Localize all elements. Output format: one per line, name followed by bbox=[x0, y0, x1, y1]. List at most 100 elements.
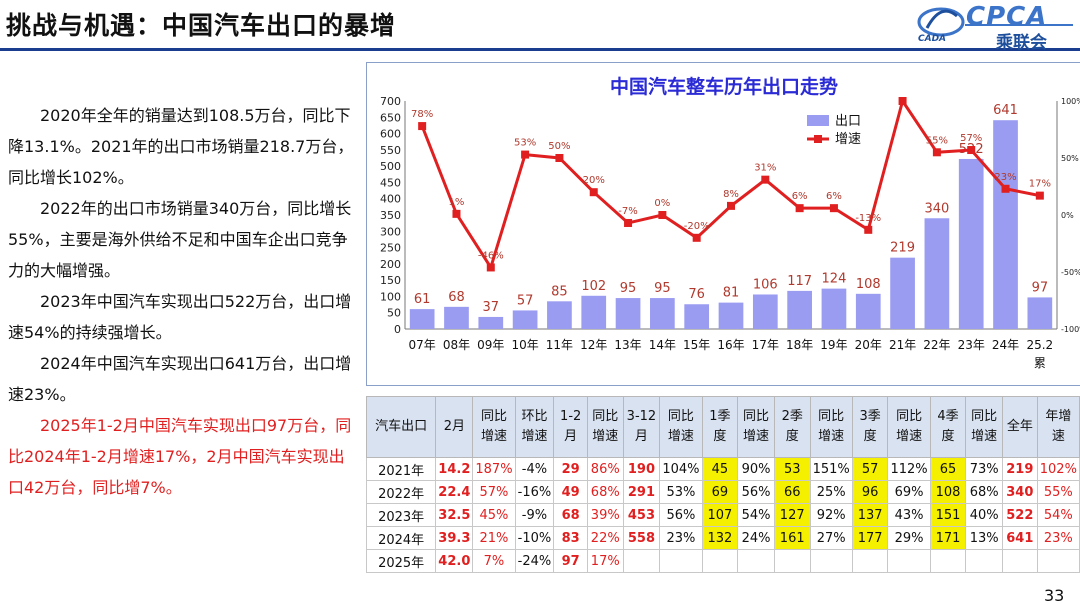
bar bbox=[718, 302, 744, 329]
bar-data-label: 97 bbox=[1032, 280, 1049, 295]
table-cell: 69% bbox=[887, 480, 931, 504]
growth-data-label: 55% bbox=[926, 135, 948, 146]
growth-point bbox=[521, 150, 530, 159]
bar bbox=[855, 293, 881, 329]
table-cell: 219 bbox=[1001, 457, 1038, 481]
table-cell: 24% bbox=[737, 526, 775, 550]
summary-text: 2020年全年的销量达到108.5万台，同比下降13.1%。2021年的出口市场… bbox=[8, 100, 354, 503]
x-tick-label: 16年 bbox=[717, 338, 744, 352]
x-tick-label: 25.2 bbox=[1026, 338, 1053, 352]
logo-brand: CPCA bbox=[966, 2, 1048, 32]
table-cell bbox=[851, 549, 889, 573]
export-table: 汽车出口 2月 同比增速 环比增速 1-2月 同比增速 3-12月 同比增速 1季度 同比增速 2季… bbox=[365, 396, 1080, 573]
table-cell: 53 bbox=[773, 457, 811, 481]
growth-data-label: 1% bbox=[449, 197, 465, 208]
bar bbox=[787, 290, 812, 329]
y-left-tick-label: 100 bbox=[380, 290, 401, 303]
y-left-tick-label: 250 bbox=[380, 242, 401, 255]
bar-data-label: 61 bbox=[414, 292, 431, 307]
y-left-tick-label: 450 bbox=[380, 176, 401, 189]
bar bbox=[444, 306, 469, 329]
table-cell bbox=[701, 549, 739, 573]
growth-data-label: -20% bbox=[684, 221, 710, 232]
summary-paragraph-2023: 2023年中国汽车实现出口522万台，出口增速54%的持续强增长。 bbox=[8, 292, 352, 342]
table-cell: 132 bbox=[701, 526, 739, 550]
table-cell: 190 bbox=[622, 457, 661, 481]
bar-data-label: 95 bbox=[654, 281, 671, 296]
table-row: 2022年 22.4 57% -16% 49 68% 291 53% 69 56% 66 25% 96 6… bbox=[365, 480, 1080, 504]
bar bbox=[924, 218, 950, 329]
bar-data-label: 57 bbox=[517, 293, 534, 308]
table-cell bbox=[887, 549, 931, 573]
table-cell: 69 bbox=[701, 480, 739, 504]
bar-data-label: 219 bbox=[890, 241, 915, 256]
table-header-cell: 同比增速 bbox=[809, 396, 853, 458]
table-row: 2025年 42.0 7% -24% 97 17% bbox=[365, 549, 1080, 573]
table-cell: 45% bbox=[472, 503, 516, 527]
summary-paragraph-2020: 2020年全年的销量达到108.5万台，同比下降13.1%。2021年的出口市场… bbox=[8, 106, 354, 187]
growth-point bbox=[761, 175, 770, 184]
table-cell: 66 bbox=[773, 480, 811, 504]
y-right-tick-label: 100% bbox=[1061, 97, 1080, 106]
growth-data-label: -13% bbox=[855, 213, 881, 224]
bar-data-label: 68 bbox=[448, 290, 465, 305]
legend-label-export: 出口 bbox=[835, 114, 861, 129]
table-header-cell: 4季度 bbox=[929, 396, 967, 458]
table-cell: 171 bbox=[929, 526, 967, 550]
growth-point bbox=[624, 218, 633, 227]
table-cell: 2025年 bbox=[365, 549, 437, 573]
bar bbox=[752, 294, 778, 329]
bar bbox=[1027, 297, 1053, 329]
table-cell: 57% bbox=[472, 480, 516, 504]
bar bbox=[409, 309, 435, 329]
growth-data-label: 57% bbox=[960, 133, 982, 144]
table-row: 2023年 32.5 45% -9% 68 39% 453 56% 107 54% 127 92% 13… bbox=[365, 503, 1080, 527]
x-tick-label: 11年 bbox=[546, 338, 573, 352]
table-cell: 23% bbox=[1036, 526, 1080, 550]
table-cell: 17% bbox=[586, 549, 624, 573]
export-chart-svg: 中国汽车整车历年出口走势 0 50 100 150 200 250 300 350 400 450 5… bbox=[380, 75, 1080, 370]
y-left-tick-label: 700 bbox=[380, 95, 401, 108]
table-cell: 96 bbox=[851, 480, 889, 504]
table-cell bbox=[773, 549, 811, 573]
table-cell: 55% bbox=[1036, 480, 1080, 504]
table-cell bbox=[965, 549, 1003, 573]
cpca-logo-icon bbox=[917, 7, 1073, 37]
table-header-row: 汽车出口 2月 同比增速 环比增速 1-2月 同比增速 3-12月 同比增速 1季度 同比增速 2季… bbox=[365, 396, 1080, 458]
y-left-tick-label: 600 bbox=[380, 128, 401, 141]
growth-data-label: -46% bbox=[478, 250, 504, 261]
table-header-cell: 年增速 bbox=[1036, 396, 1080, 458]
bar-data-label: 81 bbox=[723, 286, 740, 301]
y-left-tick-label: 200 bbox=[380, 258, 401, 271]
table-cell bbox=[1036, 549, 1080, 573]
table-cell: 23% bbox=[659, 526, 703, 550]
bar-data-label: 641 bbox=[993, 103, 1018, 118]
table-cell: -4% bbox=[514, 457, 555, 481]
growth-point bbox=[1035, 191, 1044, 200]
table-cell: 522 bbox=[1001, 503, 1038, 527]
growth-point bbox=[589, 188, 598, 197]
growth-data-label: 6% bbox=[826, 191, 842, 202]
bar bbox=[547, 301, 572, 329]
growth-point bbox=[829, 204, 838, 213]
title-divider bbox=[0, 48, 1080, 51]
growth-data-label: -7% bbox=[618, 206, 637, 217]
x-tick-label: 24年 bbox=[992, 338, 1019, 352]
table-cell: 453 bbox=[622, 503, 661, 527]
y-left-tick-label: 0 bbox=[394, 323, 401, 336]
growth-data-label: 78% bbox=[411, 109, 433, 120]
bar bbox=[993, 120, 1018, 329]
table-row: 2021年 14.2 187% -4% 29 86% 190 104% 45 90% 53 151% 5… bbox=[365, 457, 1080, 481]
table-cell: 53% bbox=[659, 480, 703, 504]
table-header-cell: 2月 bbox=[435, 396, 474, 458]
x-tick-label: 21年 bbox=[889, 338, 916, 352]
growth-point bbox=[658, 211, 667, 219]
table-cell: 137 bbox=[851, 503, 889, 527]
table-cell: 187% bbox=[472, 457, 516, 481]
table-cell: 161 bbox=[773, 526, 811, 550]
table-cell: 54% bbox=[1036, 503, 1080, 527]
table-cell: 14.2 bbox=[435, 457, 474, 481]
table-header-cell: 全年 bbox=[1001, 396, 1038, 458]
table-cell: 57 bbox=[851, 457, 889, 481]
growth-point bbox=[967, 146, 976, 155]
